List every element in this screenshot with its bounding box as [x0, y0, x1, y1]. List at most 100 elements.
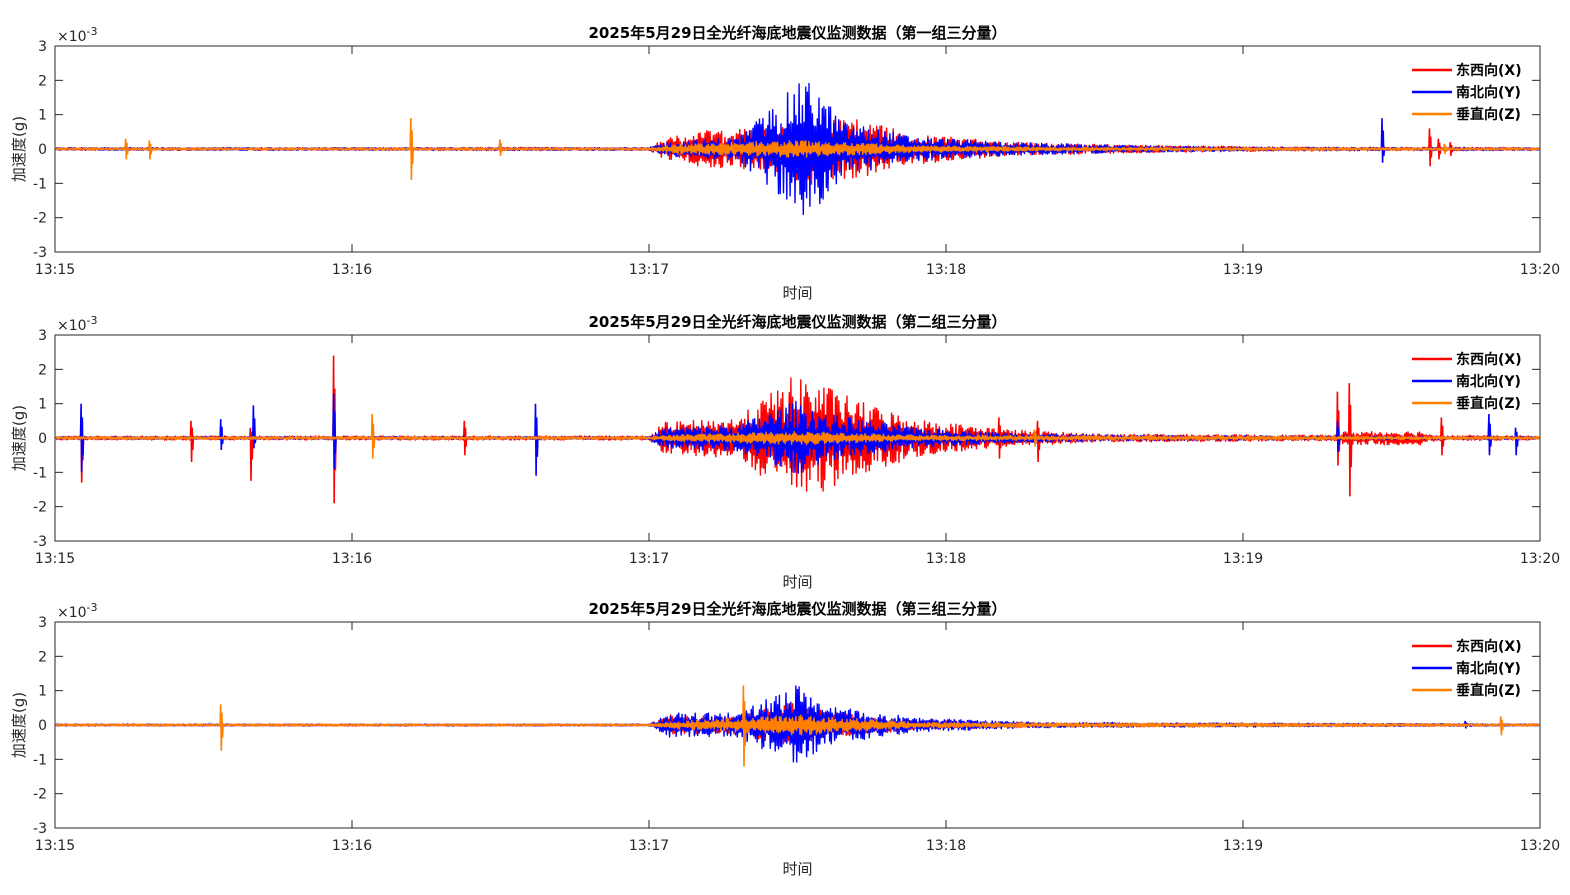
x-tick-label: 13:19: [1223, 551, 1263, 567]
legend-label-2: 南北向(Y): [1456, 84, 1521, 101]
y-tick-label: -2: [33, 211, 47, 227]
series-spike-1-2: [189, 420, 195, 463]
series-spike-3-1: [370, 413, 376, 459]
y-tick-label: 2: [38, 73, 47, 89]
y-axis-label: 加速度(g): [10, 116, 28, 182]
y-exponent-power: -3: [87, 601, 98, 614]
series-spike-1-2: [1437, 138, 1442, 160]
y-axis-label: 加速度(g): [10, 692, 28, 758]
y-tick-label: 2: [38, 649, 47, 665]
y-tick-label: -1: [33, 752, 47, 768]
series-spike-1-6: [997, 417, 1002, 459]
series-spike-1-3: [249, 427, 254, 481]
x-tick-label: 13:17: [629, 838, 669, 854]
y-tick-label: 1: [38, 108, 47, 124]
series-spike-2-3: [252, 405, 257, 449]
x-axis-label: 时间: [782, 860, 812, 878]
chart-title: 2025年5月29日全光纤海底地震仪监测数据（第三组三分量）: [588, 600, 1006, 618]
y-exponent-label: ×10-3: [57, 601, 98, 621]
x-tick-label: 13:19: [1223, 838, 1263, 854]
x-tick-label: 13:20: [1520, 838, 1560, 854]
y-exponent-base: ×10: [57, 29, 87, 45]
y-exponent-base: ×10: [57, 318, 87, 334]
x-tick-label: 13:18: [926, 262, 966, 278]
x-axis-label: 时间: [782, 284, 812, 302]
x-tick-label: 13:18: [926, 551, 966, 567]
x-tick-label: 13:20: [1520, 551, 1560, 567]
y-tick-label: -2: [33, 787, 47, 803]
y-tick-label: 2: [38, 362, 47, 378]
series-spike-1-9: [1347, 383, 1353, 497]
y-tick-label: 3: [38, 39, 47, 55]
series-spike-2-1: [79, 403, 85, 473]
series-line-3: [56, 714, 1539, 736]
series-spike-1-7: [1036, 420, 1041, 463]
y-tick-label: -3: [33, 821, 47, 837]
y-tick-label: 0: [38, 431, 47, 447]
legend-label-3: 垂直向(Z): [1456, 395, 1521, 412]
y-tick-label: -2: [33, 500, 47, 516]
x-tick-label: 13:16: [332, 838, 372, 854]
x-tick-label: 13:17: [629, 551, 669, 567]
y-tick-label: 3: [38, 328, 47, 344]
series-spike-3-2: [742, 685, 747, 767]
series-spike-3-2: [148, 140, 153, 160]
plot-traces: [56, 685, 1539, 767]
y-exponent-power: -3: [87, 25, 98, 38]
legend-label-2: 南北向(Y): [1456, 660, 1521, 677]
series-spike-3-1: [219, 704, 224, 751]
series-spike-3-1: [124, 138, 129, 160]
series-spike-1-10: [1440, 417, 1445, 456]
series-spike-2-4: [332, 393, 337, 469]
x-tick-label: 13:15: [35, 551, 75, 567]
x-tick-label: 13:15: [35, 838, 75, 854]
y-tick-label: 0: [38, 718, 47, 734]
series-spike-3-5: [1443, 143, 1448, 155]
y-exponent-label: ×10-3: [57, 25, 98, 45]
legend: 东西向(X) 南北向(Y) 垂直向(Z): [1412, 638, 1522, 699]
series-line-3: [56, 140, 1539, 158]
x-tick-label: 13:16: [332, 551, 372, 567]
legend-label-2: 南北向(Y): [1456, 373, 1521, 390]
x-tick-label: 13:16: [332, 262, 372, 278]
x-tick-label: 13:17: [629, 262, 669, 278]
legend: 东西向(X) 南北向(Y) 垂直向(Z): [1412, 62, 1522, 123]
y-exponent-label: ×10-3: [57, 314, 98, 334]
series-spike-3-3: [409, 118, 414, 180]
y-exponent-base: ×10: [57, 605, 87, 621]
plot-traces: [56, 82, 1539, 216]
series-spike-2-6: [1336, 420, 1341, 452]
y-tick-label: 0: [38, 142, 47, 158]
series-spike-3-4: [498, 139, 504, 156]
series-spike-2-8: [1514, 427, 1519, 456]
y-tick-label: 1: [38, 684, 47, 700]
legend: 东西向(X) 南北向(Y) 垂直向(Z): [1412, 351, 1522, 412]
series-spike-2-5: [534, 403, 539, 476]
chart-panel-1: 13:15 13:16 13:17 13:18 13:19 13:20 3 2 1 0 -1 -2 -3…: [10, 24, 1560, 302]
y-axis-label: 加速度(g): [10, 405, 28, 471]
series-spike-1-1: [1428, 128, 1433, 167]
chart-panel-2: 13:15 13:16 13:17 13:18 13:19 13:20 3 2 1 0 -1 -2 -3…: [10, 313, 1560, 591]
legend-label-1: 东西向(X): [1456, 638, 1522, 655]
y-tick-label: -1: [33, 465, 47, 481]
y-tick-label: -1: [33, 176, 47, 192]
series-line-3: [56, 431, 1539, 446]
legend-label-3: 垂直向(Z): [1456, 682, 1521, 699]
x-tick-label: 13:18: [926, 838, 966, 854]
legend-label-3: 垂直向(Z): [1456, 106, 1521, 123]
series-spike-3-3: [1499, 716, 1504, 736]
x-tick-label: 13:20: [1520, 262, 1560, 278]
series-spike-1-3: [1448, 142, 1454, 156]
y-tick-label: -3: [33, 245, 47, 261]
plot-traces: [56, 355, 1539, 504]
legend-label-1: 东西向(X): [1456, 351, 1522, 368]
y-tick-label: 3: [38, 615, 47, 631]
legend-label-1: 东西向(X): [1456, 62, 1522, 79]
y-tick-label: -3: [33, 534, 47, 550]
chart-panel-3: 13:15 13:16 13:17 13:18 13:19 13:20 3 2 1 0 -1 -2 -3…: [10, 600, 1560, 878]
series-spike-1-5: [462, 420, 468, 456]
series-spike-2-1: [1380, 118, 1386, 163]
x-axis-label: 时间: [782, 573, 812, 591]
chart-title: 2025年5月29日全光纤海底地震仪监测数据（第二组三分量）: [588, 313, 1006, 331]
